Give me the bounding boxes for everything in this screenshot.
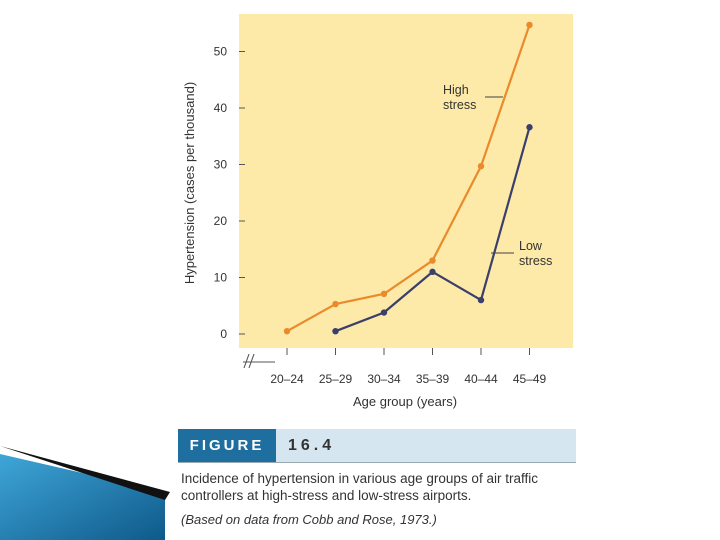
y-tick-label: 30	[214, 158, 228, 172]
x-tick-label: 20–24	[270, 372, 304, 386]
annotation-label: High	[443, 83, 469, 97]
data-point	[380, 290, 388, 298]
y-axis: 0 10 20 30 40 50	[214, 45, 245, 341]
data-point	[332, 327, 339, 335]
x-tick-label: 35–39	[416, 372, 450, 386]
annotation-label: Low	[519, 239, 543, 253]
axis-break-mark	[243, 353, 275, 369]
figure-source: (Based on data from Cobb and Rose, 1973.…	[181, 512, 437, 527]
data-point	[526, 124, 533, 131]
data-point	[477, 162, 485, 170]
series-line	[286, 24, 531, 333]
data-point	[526, 21, 533, 29]
y-axis-title: Hypertension (cases per thousand)	[182, 82, 197, 284]
x-axis: 20–24 25–29 30–34 35–39 40–44 45–49	[270, 348, 547, 386]
x-tick-label: 45–49	[513, 372, 547, 386]
data-point	[477, 296, 485, 304]
y-tick-label: 10	[214, 271, 228, 285]
x-tick-label: 25–29	[319, 372, 353, 386]
y-tick-label: 0	[220, 327, 227, 341]
y-tick-label: 20	[214, 214, 228, 228]
plot-area	[239, 14, 573, 348]
decorative-accent	[0, 446, 170, 540]
y-tick-label: 40	[214, 101, 228, 115]
data-point	[429, 268, 436, 276]
annotation-label: stress	[519, 254, 552, 268]
x-tick-label: 30–34	[367, 372, 401, 386]
figure-divider	[178, 462, 576, 463]
figure-caption: Incidence of hypertension in various age…	[181, 471, 538, 503]
figure-label: FIGURE	[178, 429, 276, 462]
data-point	[332, 300, 339, 308]
chart: 0 10 20 30 40 50 20–24 25–29 30–34 35–39 40–44 45–…	[182, 14, 573, 409]
data-point	[283, 327, 291, 335]
figure-number: 16.4	[288, 437, 336, 454]
annotation-label: stress	[443, 98, 476, 112]
data-points	[283, 21, 533, 335]
data-point	[429, 257, 436, 264]
data-point	[380, 309, 388, 316]
y-tick-label: 50	[214, 45, 228, 59]
x-axis-title: Age group (years)	[353, 394, 457, 409]
x-tick-label: 40–44	[464, 372, 498, 386]
